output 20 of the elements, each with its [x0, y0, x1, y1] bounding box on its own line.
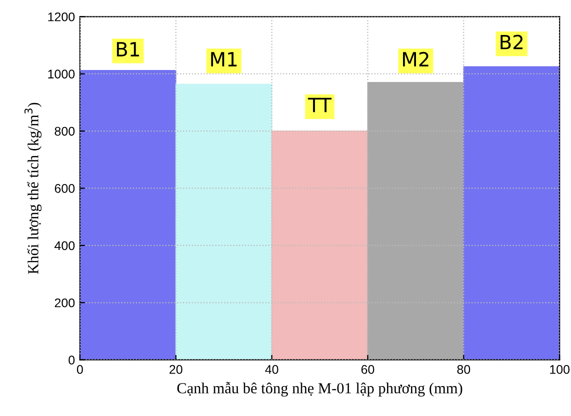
- annotation: M1: [211, 52, 237, 66]
- y-tick-label: 800: [54, 126, 75, 136]
- y-axis-title: Khối lượng thể tích (kg/m$^{3}$): [24, 102, 42, 274]
- annotation: M2: [403, 52, 428, 66]
- x-tick-label: 100: [550, 365, 570, 374]
- x-tick-label: 80: [457, 365, 470, 374]
- y-tick-label: 600: [54, 184, 75, 193]
- x-tick-label: 60: [361, 365, 374, 374]
- y-tick-label: 400: [54, 241, 75, 250]
- y-tick-label: 0: [68, 356, 75, 364]
- x-tick-label: 20: [170, 365, 182, 374]
- annotation: TT: [308, 98, 332, 112]
- x-axis-title: Cạnh mẫu bê tông nhẹ M-01 lập phương (mm): [177, 382, 462, 397]
- x-tick-label: 40: [265, 365, 278, 374]
- y-tick-label: 200: [54, 298, 75, 308]
- y-tick-label: 1200: [48, 12, 75, 22]
- x-tick-label: 0: [76, 365, 83, 374]
- annotation: B2: [500, 34, 523, 50]
- annotation: B1: [116, 42, 139, 56]
- y-tick-label: 1000: [48, 70, 75, 78]
